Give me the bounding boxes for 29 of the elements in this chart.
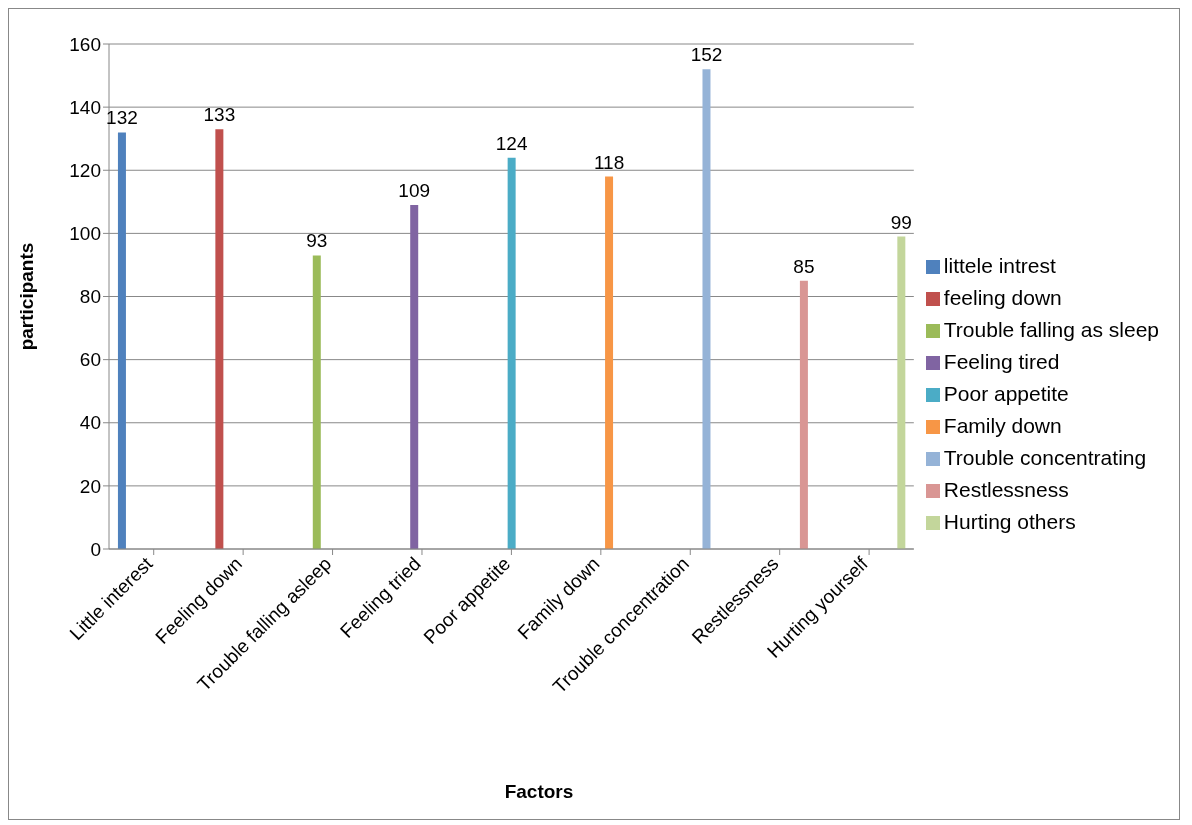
legend-label: Poor appetite xyxy=(943,382,1069,405)
y-tick-label: 20 xyxy=(79,475,101,497)
x-axis-title: Factors xyxy=(503,781,575,803)
legend-label: Hurting others xyxy=(943,510,1076,533)
y-tick-label: 0 xyxy=(90,538,101,560)
legend-label: Feeling tired xyxy=(943,350,1060,373)
y-tick-label: 100 xyxy=(69,223,101,245)
legend-label: Trouble falling as sleep xyxy=(943,318,1159,341)
legend-label: littele intrest xyxy=(943,254,1056,277)
data-label: 152 xyxy=(690,44,723,66)
y-axis-title: participants xyxy=(15,242,37,351)
legend-label: Trouble concentrating xyxy=(943,446,1147,469)
data-label: 118 xyxy=(593,151,625,173)
y-tick-label: 120 xyxy=(69,159,101,181)
legend-label: Restlessness xyxy=(943,478,1069,501)
y-tick-label: 40 xyxy=(79,412,101,434)
data-label: 109 xyxy=(398,179,431,201)
data-label: 132 xyxy=(106,107,138,129)
y-tick-label: 160 xyxy=(69,33,101,55)
y-tick-label: 80 xyxy=(79,286,101,308)
legend-label: Family down xyxy=(943,414,1062,437)
data-label: 99 xyxy=(890,211,912,233)
legend-label: feeling down xyxy=(943,286,1062,309)
y-tick-label: 60 xyxy=(79,349,101,371)
data-label: 133 xyxy=(203,104,236,126)
y-tick-label: 140 xyxy=(69,96,101,118)
data-label: 93 xyxy=(306,230,328,252)
data-label: 85 xyxy=(793,255,815,277)
data-label: 124 xyxy=(495,132,528,154)
